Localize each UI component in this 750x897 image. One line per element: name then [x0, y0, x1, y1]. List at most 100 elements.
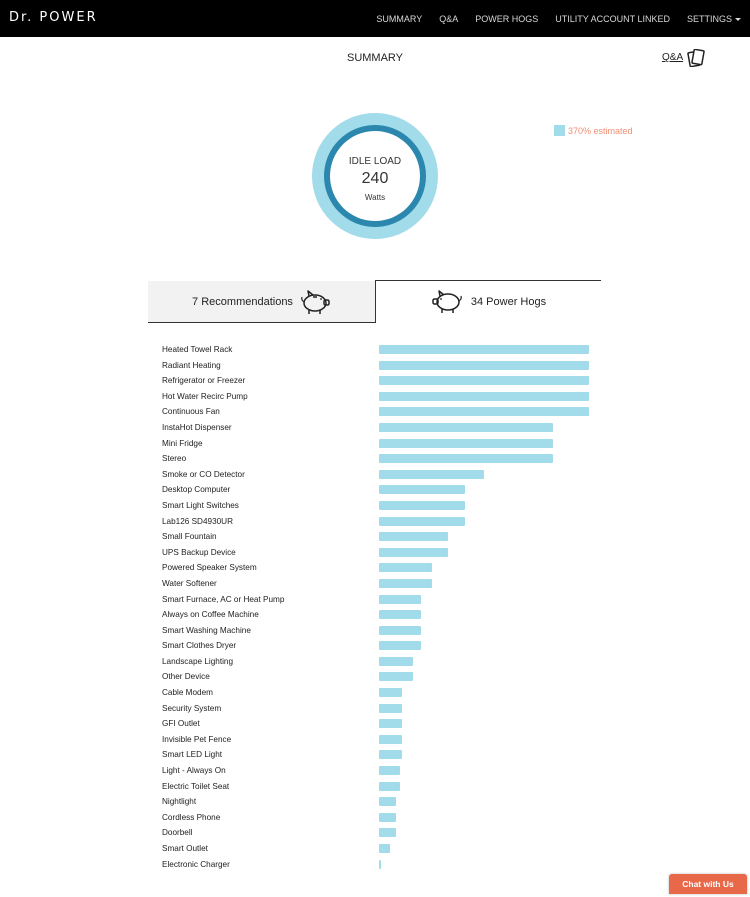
hog-name: Smart LED Light	[162, 750, 223, 760]
hog-name: Always on Coffee Machine	[162, 610, 259, 620]
hog-row[interactable]: Powered Speaker System	[160, 561, 600, 577]
hog-name: Mini Fridge	[162, 438, 203, 448]
hog-bar	[379, 516, 465, 526]
tab-power-hogs[interactable]: 34 Power Hogs	[375, 280, 601, 322]
hog-name: Other Device	[162, 672, 210, 682]
hog-bar	[379, 688, 402, 698]
hog-bar	[379, 345, 589, 354]
nav-settings-dropdown[interactable]: SETTINGS	[687, 14, 741, 24]
piggy-bank-icon	[301, 289, 330, 314]
hog-row[interactable]: UPS Backup Device	[160, 546, 600, 562]
hog-bar	[379, 454, 553, 464]
hog-row[interactable]: Smart Furnace, AC or Heat Pump	[160, 593, 600, 609]
hog-name: UPS Backup Device	[162, 547, 236, 557]
hog-row[interactable]: Cordless Phone	[160, 811, 600, 827]
hog-row[interactable]: Heated Towel Rack	[160, 343, 600, 359]
hog-name: Lab126 SD4930UR	[162, 516, 234, 526]
hog-row[interactable]: Doorbell	[160, 826, 600, 842]
hog-name: Doorbell	[162, 828, 193, 838]
hog-row[interactable]: Smart LED Light	[160, 748, 600, 764]
hog-bar	[379, 719, 402, 729]
hog-bar	[379, 781, 400, 791]
hog-name: Radiant Heating	[162, 360, 221, 370]
hog-name: Smart Clothes Dryer	[162, 641, 237, 651]
hog-name: Smoke or CO Detector	[162, 469, 245, 479]
hog-name: Small Fountain	[162, 532, 217, 542]
hog-bar	[379, 812, 396, 822]
hog-name: Invisible Pet Fence	[162, 734, 232, 744]
hog-name: Powered Speaker System	[162, 563, 257, 573]
hog-row[interactable]: Stereo	[160, 452, 600, 468]
hog-bar	[379, 703, 402, 713]
hog-row[interactable]: Lab126 SD4930UR	[160, 515, 600, 531]
idle-load-title: IDLE LOAD	[348, 156, 402, 167]
hog-bar	[379, 844, 390, 853]
caret-down-icon	[735, 17, 741, 21]
hog-row[interactable]: Light - Always On	[160, 764, 600, 780]
hog-bar	[379, 485, 465, 495]
hog-name: GFI Outlet	[162, 719, 200, 729]
hog-name: Heated Towel Rack	[162, 345, 233, 354]
hog-row[interactable]: Smart Clothes Dryer	[160, 639, 600, 655]
cards-icon[interactable]	[686, 49, 706, 67]
hog-bar	[379, 578, 432, 588]
hog-name: Smart Light Switches	[162, 500, 239, 510]
hog-row[interactable]: Continuous Fan	[160, 405, 600, 421]
hog-row[interactable]: Smart Outlet	[160, 842, 600, 858]
hog-row[interactable]: Nightlight	[160, 795, 600, 811]
qa-link[interactable]: Q&A	[662, 52, 684, 63]
tab-power-hogs-label: 34 Power Hogs	[470, 295, 547, 308]
hog-row[interactable]: Landscape Lighting	[160, 655, 600, 671]
hog-row[interactable]: Radiant Heating	[160, 359, 600, 375]
hog-name: Smart Outlet	[162, 844, 208, 853]
hog-row[interactable]: GFI Outlet	[160, 717, 600, 733]
hog-row[interactable]: Desktop Computer	[160, 483, 600, 499]
idle-load-gauge	[312, 113, 438, 239]
hog-bar	[379, 563, 432, 573]
hog-row[interactable]: Smart Washing Machine	[160, 624, 600, 640]
hog-bar	[379, 610, 421, 620]
nav-power-hogs[interactable]: POWER HOGS	[475, 13, 539, 24]
hog-bar	[379, 360, 589, 370]
pig-icon	[432, 289, 462, 313]
hog-bar	[379, 407, 589, 417]
hog-row[interactable]: Security System	[160, 702, 600, 718]
hog-name: Smart Washing Machine	[162, 625, 251, 635]
tab-recommendations[interactable]: 7 Recommendations	[148, 281, 376, 323]
nav-qa[interactable]: Q&A	[439, 13, 459, 24]
nav-utility-account[interactable]: UTILITY ACCOUNT LINKED	[555, 13, 670, 24]
hog-row[interactable]: Electric Toilet Seat	[160, 780, 600, 796]
hog-bar	[379, 859, 381, 869]
hog-row[interactable]: Small Fountain	[160, 530, 600, 546]
hog-bar	[379, 594, 421, 604]
hog-bar	[379, 656, 413, 666]
hog-name: Smart Furnace, AC or Heat Pump	[162, 594, 285, 604]
hog-name: InstaHot Dispenser	[162, 422, 232, 432]
hog-row[interactable]: Smart Light Switches	[160, 499, 600, 515]
page-title: SUMMARY	[346, 52, 404, 64]
hog-row[interactable]: Other Device	[160, 670, 600, 686]
hog-bar	[379, 438, 553, 448]
hog-name: Hot Water Recirc Pump	[162, 391, 248, 401]
hog-row[interactable]: Water Softener	[160, 577, 600, 593]
hog-name: Security System	[162, 703, 222, 713]
hog-row[interactable]: Invisible Pet Fence	[160, 733, 600, 749]
hog-row[interactable]: Cable Modem	[160, 686, 600, 702]
brand-logo[interactable]: Dr. POWER	[9, 10, 98, 25]
idle-load-value: 240	[361, 170, 389, 187]
hog-row[interactable]: Hot Water Recirc Pump	[160, 390, 600, 406]
hog-row[interactable]: Smoke or CO Detector	[160, 468, 600, 484]
hog-row[interactable]: Electronic Charger	[160, 858, 600, 874]
chat-button[interactable]: Chat with Us	[669, 874, 747, 894]
hog-row[interactable]: Mini Fridge	[160, 437, 600, 453]
hog-bar	[379, 422, 553, 432]
nav-settings-label: SETTINGS	[686, 13, 732, 24]
hog-bar	[379, 547, 448, 557]
hog-row[interactable]: Refrigerator or Freezer	[160, 374, 600, 390]
hog-row[interactable]: Always on Coffee Machine	[160, 608, 600, 624]
hog-row[interactable]: InstaHot Dispenser	[160, 421, 600, 437]
hog-name: Water Softener	[162, 578, 217, 588]
hog-name: Nightlight	[162, 797, 197, 807]
hog-name: Refrigerator or Freezer	[162, 376, 246, 386]
nav-summary[interactable]: SUMMARY	[376, 13, 423, 24]
